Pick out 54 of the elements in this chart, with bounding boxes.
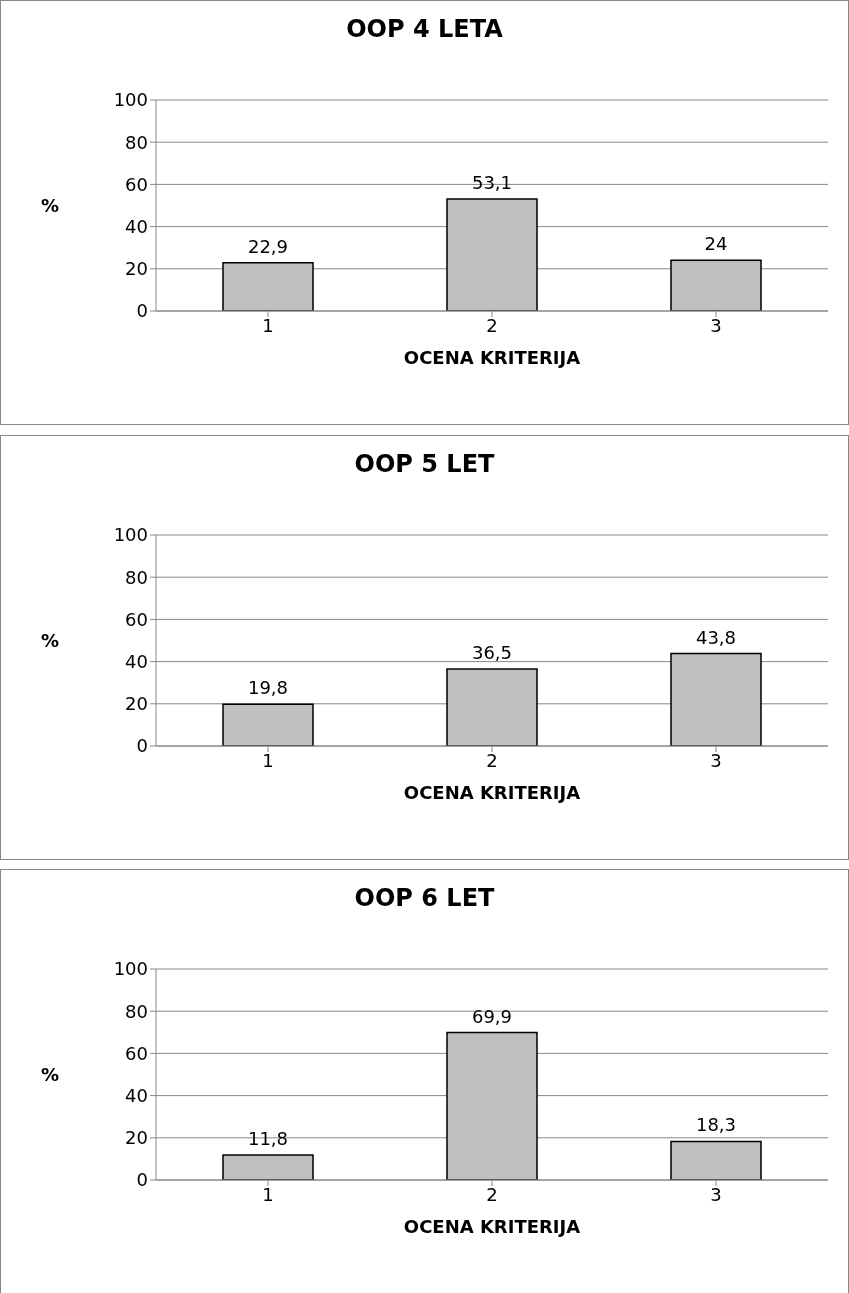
y-tick-label: 60 [125,173,148,195]
y-tick-label: 80 [125,131,148,153]
y-tick-label: 0 [136,735,148,757]
x-tick-label: 3 [710,749,722,771]
y-tick-label: 80 [125,566,148,588]
y-tick-label: 0 [136,300,148,322]
data-label: 43,8 [695,626,737,648]
y-tick-label: 100 [113,958,148,980]
x-tick-label: 1 [262,749,274,771]
bar [670,652,762,746]
bar [222,261,314,311]
bar [446,668,538,746]
x-axis-title: OCENA KRITERIJA [403,1216,581,1237]
x-axis-title: OCENA KRITERIJA [403,347,581,368]
x-tick-label: 2 [486,749,498,771]
bar [670,259,762,311]
x-tick-label: 3 [710,1183,722,1205]
chart-title: OOP 4 LETA [345,15,504,43]
bar [222,703,314,746]
bar [670,1140,762,1180]
y-tick-label: 60 [125,1042,148,1064]
data-label: 19,8 [247,677,289,699]
chart-title: OOP 5 LET [353,450,496,478]
x-tick-label: 1 [262,314,274,336]
bar [446,1031,538,1180]
data-label: 24 [704,233,728,255]
y-tick-label: 0 [136,1169,148,1191]
x-axis-title: OCENA KRITERIJA [403,782,581,803]
y-tick-label: 60 [125,608,148,630]
bar [446,198,538,311]
y-tick-label: 100 [113,89,148,111]
y-axis-title: % [41,1063,60,1085]
y-tick-label: 20 [125,693,148,715]
x-tick-label: 3 [710,314,722,336]
y-tick-label: 40 [125,215,148,237]
y-tick-label: 40 [125,650,148,672]
data-label: 18,3 [695,1114,737,1136]
data-label: 22,9 [247,235,289,257]
y-tick-label: 20 [125,1127,148,1149]
y-axis-title: % [41,194,60,216]
x-tick-label: 2 [486,1183,498,1205]
y-tick-label: 20 [125,258,148,280]
data-label: 53,1 [471,171,513,193]
y-axis-title: % [41,629,60,651]
data-label: 69,9 [471,1005,513,1027]
y-tick-label: 100 [113,524,148,546]
x-tick-label: 1 [262,1183,274,1205]
y-tick-label: 80 [125,1000,148,1022]
x-tick-label: 2 [486,314,498,336]
chart-title: OOP 6 LET [353,884,496,912]
bar [222,1154,314,1180]
y-tick-label: 40 [125,1084,148,1106]
data-label: 11,8 [247,1128,289,1150]
data-label: 36,5 [471,641,513,663]
